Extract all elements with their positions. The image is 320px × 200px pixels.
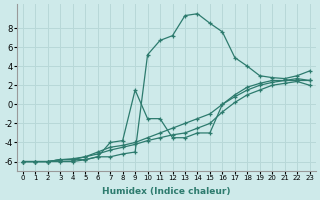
X-axis label: Humidex (Indice chaleur): Humidex (Indice chaleur) [102, 187, 230, 196]
